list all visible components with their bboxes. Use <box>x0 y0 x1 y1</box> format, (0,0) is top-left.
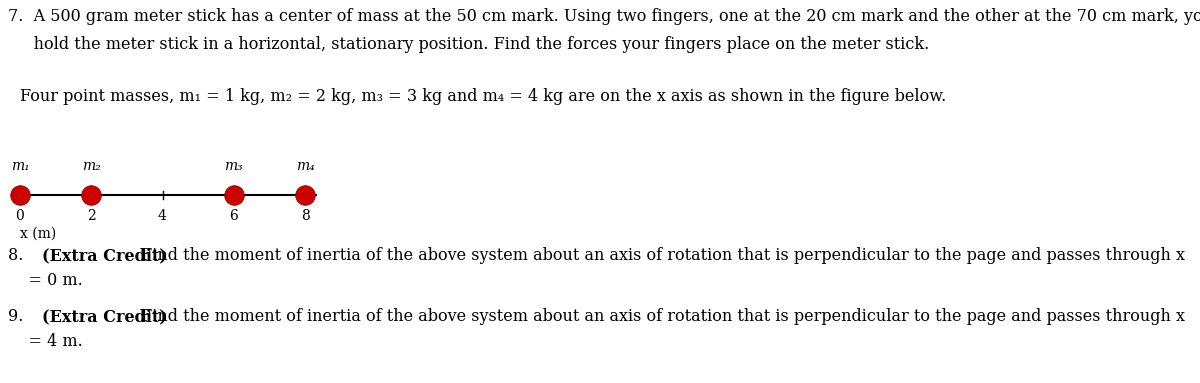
Text: m₁: m₁ <box>11 159 29 173</box>
Text: (Extra Credit): (Extra Credit) <box>42 247 167 264</box>
Text: m₃: m₃ <box>224 159 244 173</box>
Text: Find the moment of inertia of the above system about an axis of rotation that is: Find the moment of inertia of the above … <box>136 247 1186 264</box>
Text: 6: 6 <box>229 209 238 223</box>
Text: 7.  A 500 gram meter stick has a center of mass at the 50 cm mark. Using two fin: 7. A 500 gram meter stick has a center o… <box>8 8 1200 25</box>
Text: 9.: 9. <box>8 308 34 325</box>
Text: 2: 2 <box>86 209 96 223</box>
Text: 4: 4 <box>158 209 167 223</box>
Text: 8.: 8. <box>8 247 34 264</box>
Text: m₄: m₄ <box>295 159 314 173</box>
Text: (Extra Credit): (Extra Credit) <box>42 308 167 325</box>
Point <box>82 192 101 198</box>
Text: Find the moment of inertia of the above system about an axis of rotation that is: Find the moment of inertia of the above … <box>136 308 1186 325</box>
Text: 8: 8 <box>301 209 310 223</box>
Point <box>224 192 244 198</box>
Text: m₂: m₂ <box>82 159 101 173</box>
Text: = 0 m.: = 0 m. <box>8 272 83 289</box>
Point <box>11 192 30 198</box>
Text: Four point masses, m₁ = 1 kg, m₂ = 2 kg, m₃ = 3 kg and m₄ = 4 kg are on the x ax: Four point masses, m₁ = 1 kg, m₂ = 2 kg,… <box>20 88 947 105</box>
Point <box>295 192 314 198</box>
Text: 0: 0 <box>16 209 24 223</box>
Text: = 4 m.: = 4 m. <box>8 333 83 350</box>
Text: hold the meter stick in a horizontal, stationary position. Find the forces your : hold the meter stick in a horizontal, st… <box>8 36 929 53</box>
Text: x (m): x (m) <box>20 227 56 241</box>
